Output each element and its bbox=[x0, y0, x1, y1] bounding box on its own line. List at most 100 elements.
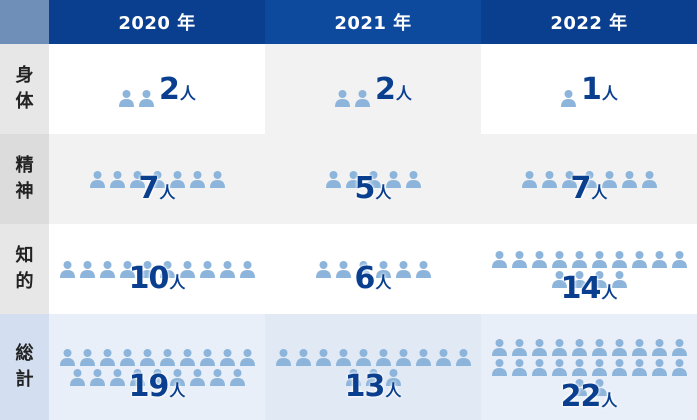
person-icon bbox=[491, 251, 507, 268]
person-icon bbox=[531, 339, 547, 356]
row-label-intellectual: 知 的 bbox=[0, 224, 49, 314]
row-label-physical: 身 体 bbox=[0, 44, 49, 134]
person-icon bbox=[561, 171, 577, 188]
person-icon bbox=[611, 271, 627, 288]
person-icon bbox=[415, 261, 431, 278]
person-icon bbox=[651, 359, 667, 376]
person-icon bbox=[219, 349, 235, 366]
person-icon bbox=[355, 349, 371, 366]
person-icon bbox=[571, 271, 587, 288]
person-icon-group bbox=[273, 260, 473, 278]
row-label-char: 体 bbox=[15, 91, 34, 112]
person-icon bbox=[335, 89, 351, 107]
person-icon bbox=[591, 359, 607, 376]
person-icon bbox=[109, 171, 125, 188]
person-icon bbox=[119, 261, 135, 278]
person-icon bbox=[79, 349, 95, 366]
person-icon bbox=[455, 349, 471, 366]
person-icon bbox=[571, 379, 587, 396]
person-icon bbox=[239, 261, 255, 278]
cell-total-2022: 22 人 bbox=[481, 314, 697, 420]
person-icon bbox=[149, 171, 165, 188]
person-icon bbox=[129, 369, 145, 386]
person-icon bbox=[631, 251, 647, 268]
person-icon bbox=[621, 171, 637, 188]
person-icon bbox=[345, 369, 361, 386]
person-icon bbox=[491, 339, 507, 356]
person-icon bbox=[671, 359, 687, 376]
person-icon bbox=[159, 349, 175, 366]
person-icon bbox=[581, 171, 597, 188]
row-label-char: 的 bbox=[15, 271, 34, 292]
person-icon bbox=[571, 339, 587, 356]
person-icon bbox=[219, 261, 235, 278]
person-icon bbox=[435, 349, 451, 366]
person-icon-group bbox=[273, 348, 473, 386]
person-icon bbox=[415, 349, 431, 366]
person-icon bbox=[209, 171, 225, 188]
person-icon bbox=[591, 271, 607, 288]
person-icon-group bbox=[560, 89, 577, 107]
row-label-mental: 精 神 bbox=[0, 134, 49, 224]
person-icon bbox=[375, 349, 391, 366]
person-icon bbox=[199, 261, 215, 278]
person-icon bbox=[59, 261, 75, 278]
count-label: 10 人 bbox=[128, 261, 186, 296]
person-icon bbox=[631, 339, 647, 356]
row-label-total: 総 計 bbox=[0, 314, 49, 420]
person-icon bbox=[239, 349, 255, 366]
person-icon bbox=[385, 369, 401, 386]
person-icon bbox=[591, 379, 607, 396]
person-icon bbox=[365, 369, 381, 386]
person-icon bbox=[651, 339, 667, 356]
person-icon bbox=[139, 349, 155, 366]
cell-total-2020: 19 人 bbox=[49, 314, 265, 420]
person-icon-group bbox=[334, 89, 371, 107]
person-icon bbox=[551, 359, 567, 376]
person-icon bbox=[109, 369, 125, 386]
person-icon bbox=[511, 251, 527, 268]
person-icon bbox=[169, 369, 185, 386]
person-icon bbox=[209, 369, 225, 386]
person-icon-group bbox=[57, 260, 257, 278]
row-label-char: 精 bbox=[15, 155, 34, 176]
person-icon bbox=[325, 171, 341, 188]
cell-intellectual-2022: 14 人 bbox=[481, 224, 697, 314]
table-corner bbox=[0, 0, 49, 44]
person-icon bbox=[119, 89, 135, 107]
person-icon-group bbox=[489, 250, 689, 288]
person-icon bbox=[355, 261, 371, 278]
person-icon bbox=[671, 339, 687, 356]
person-icon bbox=[99, 261, 115, 278]
person-icon bbox=[159, 261, 175, 278]
person-icon bbox=[385, 171, 401, 188]
person-icon bbox=[511, 339, 527, 356]
row-label-char: 神 bbox=[15, 181, 34, 202]
count-label: 19 人 bbox=[128, 369, 186, 404]
person-icon bbox=[79, 261, 95, 278]
person-icon bbox=[59, 349, 75, 366]
person-icon bbox=[591, 251, 607, 268]
row-label-char: 知 bbox=[15, 245, 34, 266]
person-icon bbox=[365, 171, 381, 188]
person-icon bbox=[89, 171, 105, 188]
person-icon bbox=[511, 359, 527, 376]
person-icon bbox=[69, 369, 85, 386]
year-header-2022: 2022 年 bbox=[481, 0, 697, 44]
year-header-2020: 2020 年 bbox=[49, 0, 265, 44]
person-icon bbox=[275, 349, 291, 366]
count-label: 13 人 bbox=[344, 369, 402, 404]
person-icon bbox=[395, 261, 411, 278]
person-icon bbox=[591, 339, 607, 356]
